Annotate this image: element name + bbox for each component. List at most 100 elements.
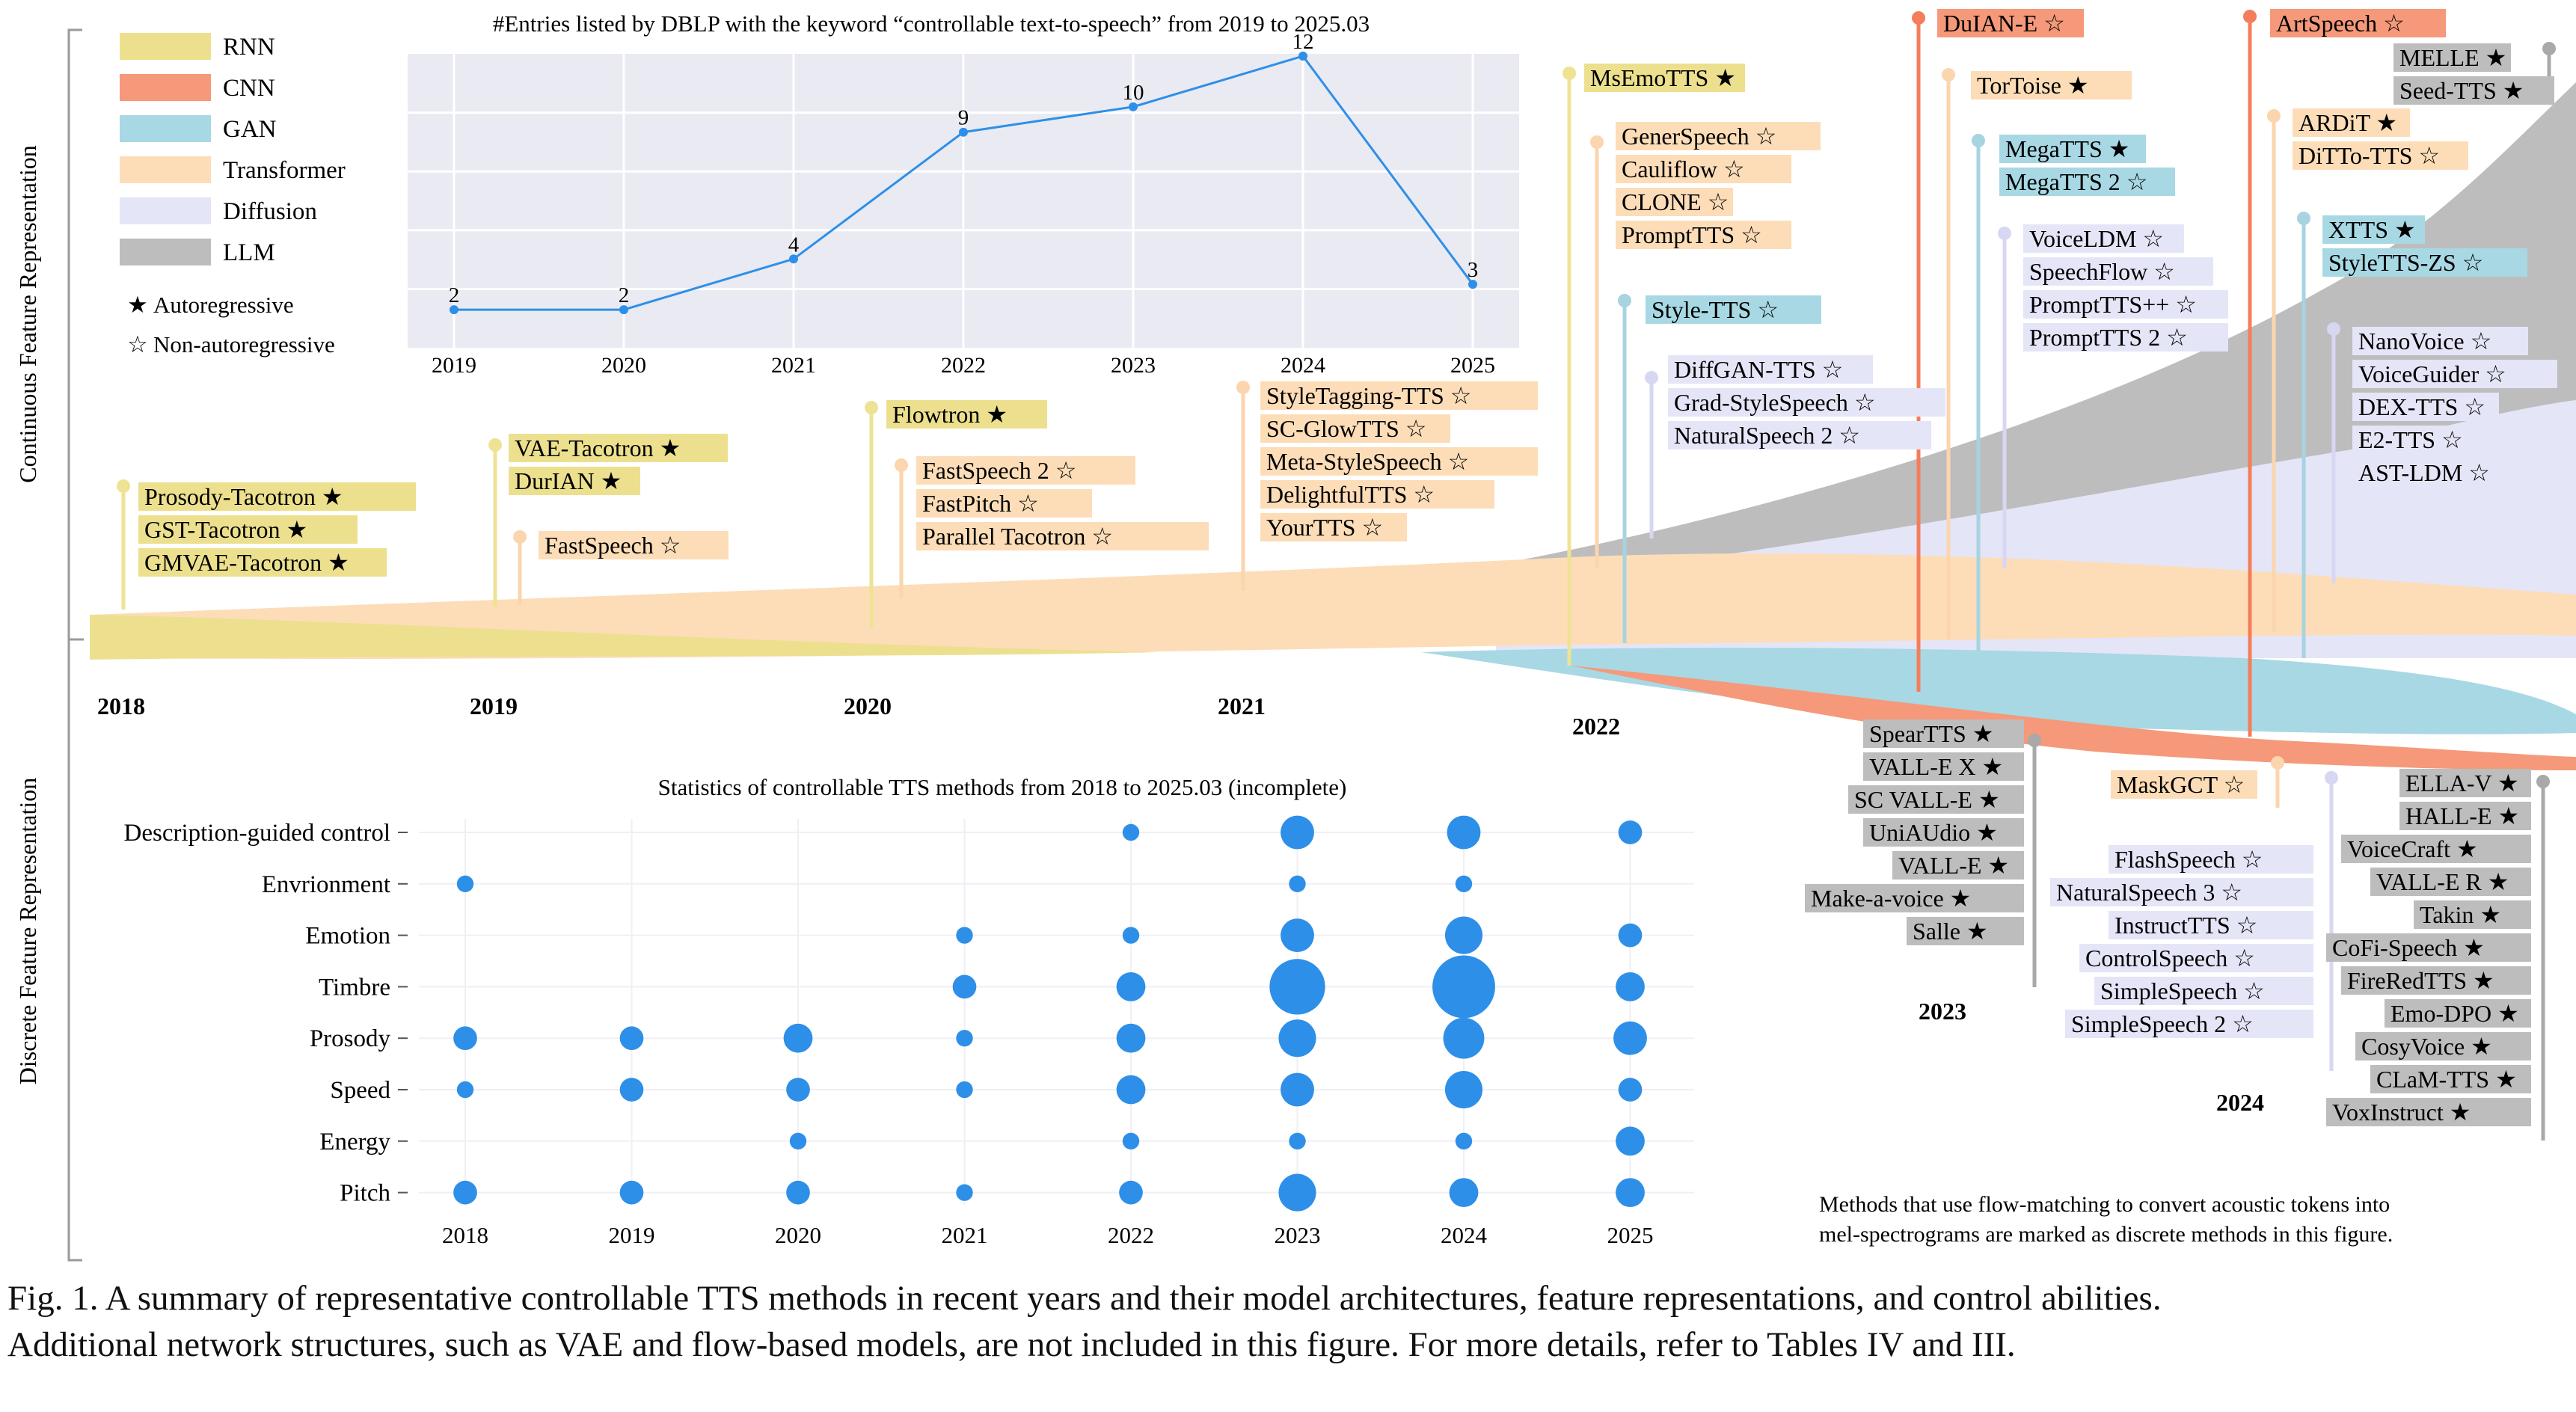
bubble-x-tick-2021: 2021 (942, 1222, 988, 1248)
stem-dot-g2024a (2243, 10, 2257, 23)
method-label: Meta-StyleSpeech ☆ (1266, 448, 1469, 475)
bubble-point (1443, 1017, 1485, 1059)
line-x-tick-2023: 2023 (1111, 353, 1156, 378)
timeline-groups: Prosody-Tacotron ★ GST-Tacotron ★ GMVAE-Ta… (138, 9, 2557, 1126)
method-box (2023, 224, 2184, 253)
method-label: FlashSpeech ☆ (2115, 846, 2263, 873)
method-label: Emo-DPO ★ (2391, 1000, 2519, 1027)
year-2022: 2022 (1572, 713, 1620, 740)
bubble-point (789, 1132, 807, 1150)
method-box (2270, 9, 2446, 37)
bubble-x-tick-2019: 2019 (609, 1222, 655, 1248)
bubble-point (619, 1078, 644, 1102)
stem-dot-g2024b (2542, 42, 2556, 55)
bubble-point (1618, 1078, 1643, 1102)
bubble-point (1618, 820, 1643, 844)
method-label: Salle ★ (1913, 918, 1988, 945)
bubble-point (1613, 1021, 1647, 1055)
method-label: VALL-E ★ (1898, 852, 2009, 879)
method-box (2399, 769, 2531, 797)
method-box (1805, 884, 2024, 912)
method-label: VALL-E X ★ (1869, 753, 2003, 780)
method-label: SpeechFlow ☆ (2029, 258, 2175, 285)
bubble-point (456, 1081, 474, 1099)
method-label: MsEmoTTS ★ (1590, 64, 1736, 91)
method-box (2352, 393, 2499, 421)
method-label: MELLE ★ (2399, 44, 2506, 71)
method-box (1668, 355, 1873, 384)
legend-marker-label-1: Non-autoregressive (153, 331, 335, 357)
method-label: VoiceLDM ☆ (2029, 225, 2164, 252)
line-point-2025 (1468, 280, 1477, 289)
method-label: GST-Tacotron ★ (144, 516, 307, 543)
flow-note-line-2: mel-spectrograms are marked as discrete … (1819, 1222, 2393, 1247)
method-label: SpearTTS ★ (1869, 720, 1993, 747)
bubble-point (1616, 1126, 1645, 1156)
stem-dot-g2022d (1645, 371, 1658, 384)
bubble-point (453, 1026, 477, 1051)
bubble-y-tick: Description-guided control (124, 820, 391, 847)
bubble-point (619, 1180, 644, 1205)
bubble-y-tick: Emotion (305, 923, 390, 950)
method-box (2352, 360, 2557, 388)
method-label: StyleTagging-TTS ☆ (1266, 382, 1471, 409)
bubble-point (1616, 1178, 1645, 1207)
method-box (916, 489, 1092, 518)
bubble-point (1449, 1178, 1479, 1207)
line-value-label-2024: 12 (1292, 30, 1314, 54)
timeline-years: 2018 2019 2020 2021 2022 2023 2024 (97, 693, 2264, 1116)
stem-dot-g2023b (1942, 68, 1955, 82)
stem-dot-g2020a (865, 401, 878, 414)
representation-bracket (67, 28, 84, 1262)
stem-dot-d2023 (2028, 734, 2041, 747)
stem-dot-d2024c (2536, 775, 2550, 788)
bubble-point (1281, 815, 1314, 850)
bubble-point (783, 1023, 813, 1053)
method-label: Flowtron ★ (892, 401, 1008, 428)
method-label: SC VALL-E ★ (1854, 786, 2000, 813)
method-box (2355, 1032, 2531, 1060)
bubble-point (1455, 1132, 1473, 1150)
method-label: VoiceCraft ★ (2347, 835, 2478, 862)
method-label: GMVAE-Tacotron ★ (144, 549, 349, 576)
method-box (2370, 1065, 2531, 1093)
method-box (2293, 141, 2468, 170)
method-label: FastSpeech ☆ (545, 532, 681, 559)
method-box (1260, 381, 1538, 410)
bubble-x-tick-2020: 2020 (775, 1222, 821, 1248)
method-label: SimpleSpeech 2 ☆ (2071, 1010, 2254, 1037)
method-label: NaturalSpeech 2 ☆ (1674, 422, 1860, 449)
method-label: DiTTo-TTS ☆ (2299, 142, 2440, 169)
line-value-label-2025: 3 (1468, 258, 1479, 282)
year-2018: 2018 (97, 693, 145, 719)
line-value-label-2020: 2 (619, 283, 630, 307)
line-point-2023 (1129, 102, 1138, 111)
method-label: DuIAN-E ☆ (1943, 10, 2065, 37)
method-box (2399, 802, 2531, 830)
method-box (2293, 108, 2410, 137)
method-label: HALL-E ★ (2405, 802, 2519, 829)
method-label: FastSpeech 2 ☆ (922, 457, 1076, 484)
continuous-axis-label: Continuous Feature Representation (14, 145, 41, 482)
method-label: Grad-StyleSpeech ☆ (1674, 389, 1876, 416)
method-label: XTTS ★ (2328, 216, 2416, 243)
bubble-point (1122, 1132, 1140, 1150)
method-box (2023, 290, 2228, 319)
method-box (2065, 1010, 2313, 1038)
bubble-y-tick: Speed (330, 1077, 390, 1104)
legend-swatch-rnn (120, 33, 211, 60)
method-box (2109, 845, 2313, 874)
method-label: CLaM-TTS ★ (2376, 1066, 2517, 1093)
method-box (509, 467, 640, 495)
bubble-point (1281, 918, 1314, 952)
bubble-point (1269, 959, 1325, 1015)
method-box (1260, 414, 1450, 443)
method-label: GenerSpeech ☆ (1622, 123, 1776, 150)
method-label: UniAUdio ★ (1869, 819, 1998, 846)
bubble-x-tick-2018: 2018 (442, 1222, 488, 1248)
bubble-point (1444, 1070, 1483, 1109)
legend-swatch-gan (120, 115, 211, 142)
method-label: VoxInstruct ★ (2332, 1099, 2471, 1126)
line-value-label-2021: 4 (788, 233, 800, 257)
bubble-x-tick-2025: 2025 (1607, 1222, 1654, 1248)
